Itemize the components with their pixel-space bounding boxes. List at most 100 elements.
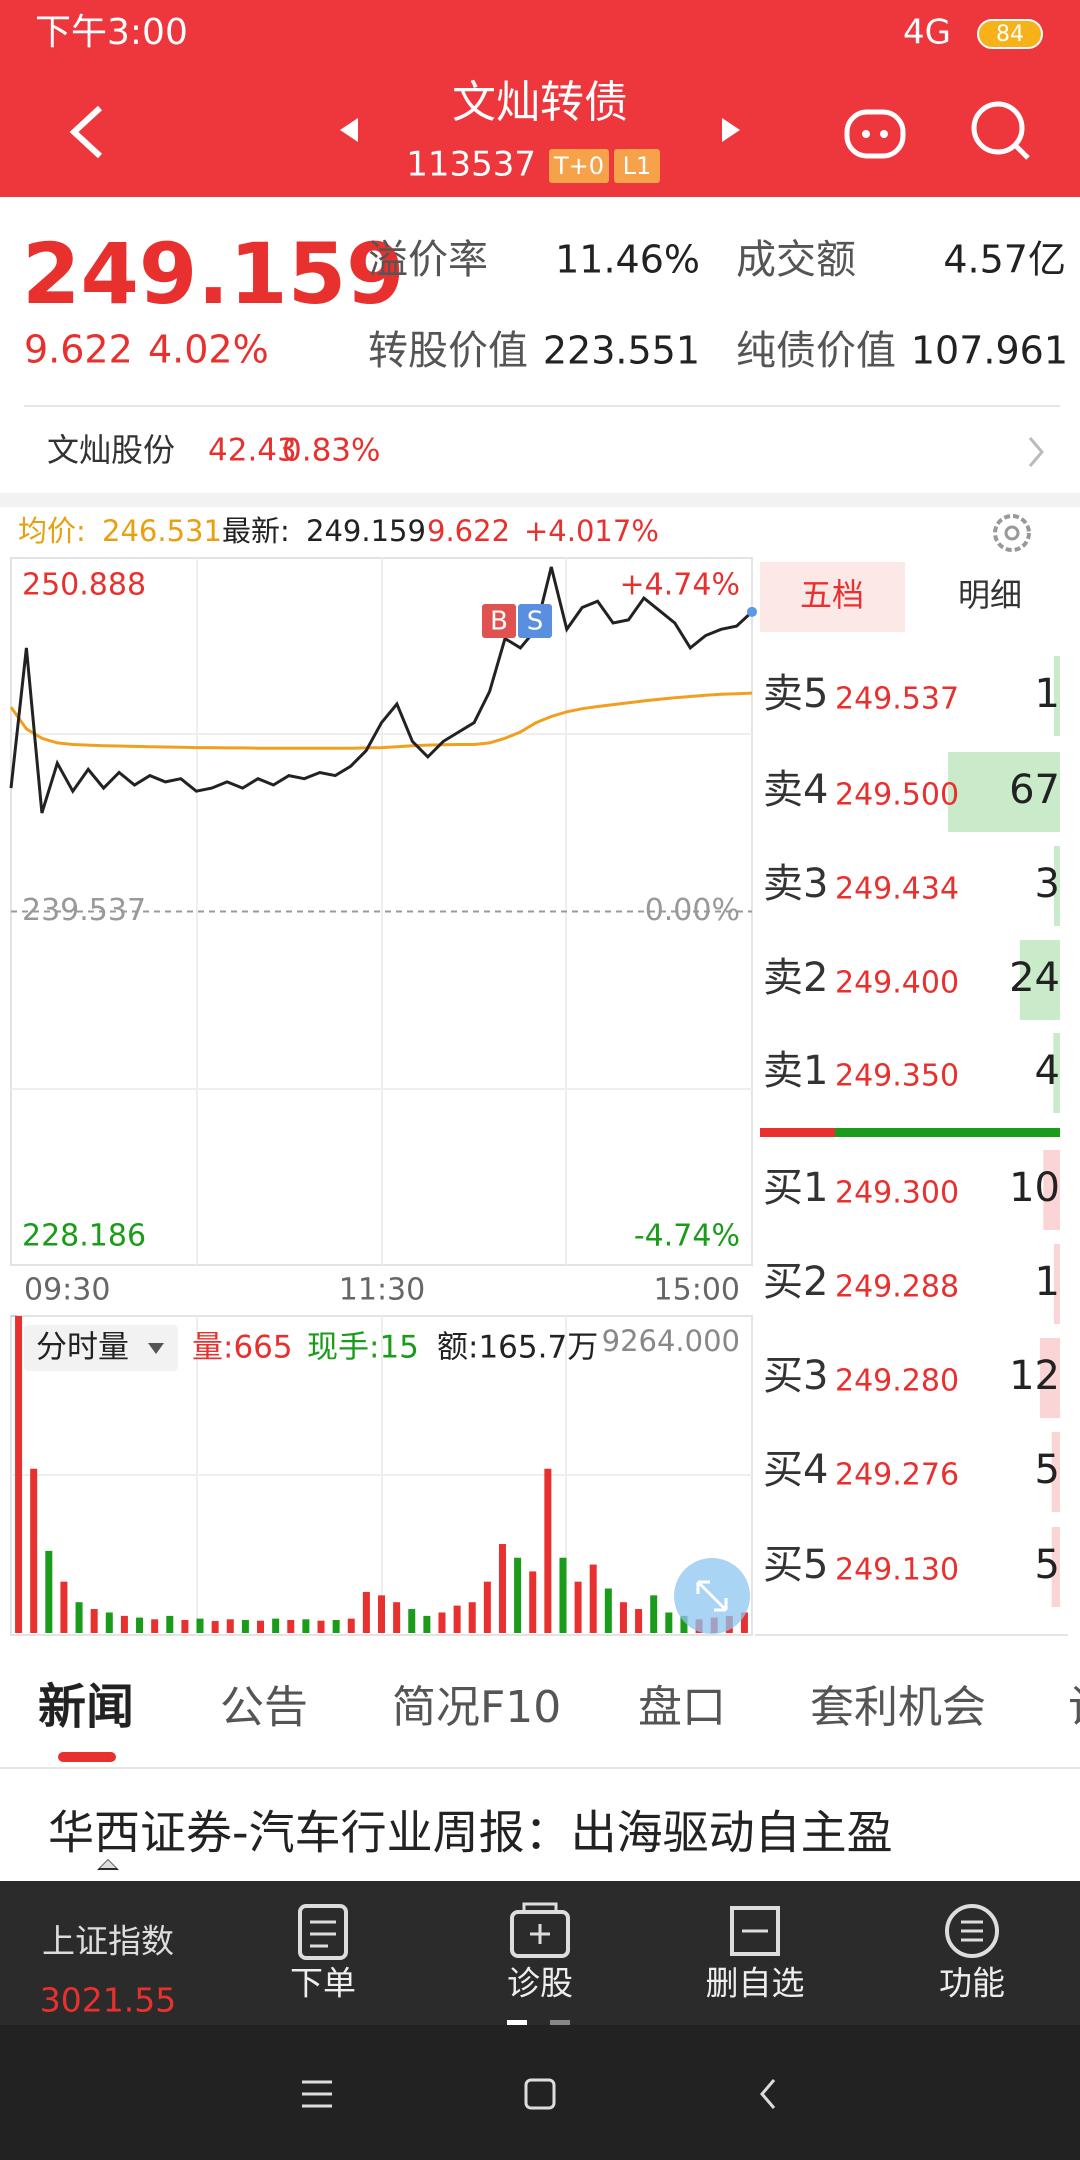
volume-bar [136, 1617, 144, 1633]
volume-bar [196, 1618, 204, 1633]
volume-bar [483, 1581, 491, 1633]
volume-bar [287, 1619, 295, 1633]
last-point [747, 606, 757, 617]
underlying-name: 文灿股份 [47, 431, 175, 469]
status-battery: 84 [996, 22, 1024, 47]
volume-bar [332, 1619, 340, 1633]
x-tick-label: 15:00 [654, 1273, 740, 1308]
book-price: 249.130 [835, 1553, 959, 1588]
volume-bar [226, 1619, 234, 1633]
volume-bar [559, 1557, 567, 1633]
volume-depth-bar [1054, 1244, 1060, 1324]
book-label: 买4 [763, 1447, 828, 1493]
system-home[interactable] [524, 2078, 556, 2110]
nav-item[interactable]: 诊股 [507, 1902, 573, 2003]
prev-button[interactable] [340, 118, 358, 142]
volume-stat: 量:665 [192, 1330, 293, 1366]
pct-label: -4.74% [634, 1219, 740, 1254]
y-tick-label: 239.537 [22, 893, 146, 928]
volume-bar [408, 1609, 416, 1633]
book-label: 买1 [763, 1165, 828, 1211]
volume-bar [438, 1612, 446, 1633]
tag-bg [549, 149, 609, 183]
nav-label: 删自选 [706, 1964, 805, 2003]
content-tab[interactable]: 公告 [220, 1682, 308, 1733]
y-tick-label: 9264.000 [602, 1324, 740, 1358]
nav-label: 功能 [939, 1964, 1005, 2003]
volume-bar [529, 1571, 537, 1633]
metric-label: 成交额 [736, 237, 856, 283]
book-label: 卖1 [763, 1048, 828, 1094]
volume-bar [665, 1612, 673, 1633]
content-tab[interactable]: 诊 [1068, 1682, 1080, 1733]
book-volume: 5 [1035, 1447, 1060, 1493]
volume-bar [680, 1615, 688, 1633]
book-price: 249.400 [835, 966, 959, 1001]
news-headline[interactable]: 华西证券-汽车行业周报：出海驱动自主盈 [48, 1806, 893, 1860]
metric-value: 11.46% [555, 238, 700, 282]
separator [0, 493, 1080, 507]
next-button[interactable] [722, 118, 740, 142]
content-tab[interactable]: 简况F10 [392, 1682, 561, 1733]
nav-item[interactable]: 删自选 [706, 1906, 805, 2003]
volume-bar [544, 1468, 552, 1633]
book-volume: 1 [1035, 1259, 1060, 1305]
book-label: 买3 [763, 1353, 828, 1399]
book-price: 249.537 [835, 682, 959, 717]
trade-marker-bg [482, 604, 516, 638]
volume-depth-bar [948, 752, 1060, 832]
nav-item[interactable]: 功能 [939, 1904, 1005, 2003]
tab-indicator [58, 1752, 116, 1762]
book-volume: 12 [1009, 1353, 1060, 1399]
underlying-change: 0.83% [282, 433, 380, 469]
ratio-bar [760, 1128, 835, 1137]
volume-depth-bar [1043, 1150, 1060, 1230]
avg-value: 246.531 [102, 514, 222, 548]
volume-bar [378, 1595, 385, 1633]
pct-label: 0.00% [645, 893, 740, 928]
volume-bar [650, 1595, 658, 1633]
expand-icon [696, 1580, 728, 1612]
metric-label: 转股价值 [368, 328, 528, 374]
system-menu[interactable] [302, 2080, 332, 2108]
book-label: 卖3 [763, 861, 828, 907]
volume-bar [105, 1612, 113, 1633]
book-tab[interactable]: 明细 [958, 576, 1022, 614]
volume-stat: 现手:15 [307, 1330, 419, 1366]
index-button[interactable]: 上证指数 3021.55 [40, 1922, 176, 2020]
underlying-row[interactable]: 文灿股份 42.43 0.83% [47, 431, 1044, 469]
latest-value: 249.159 [306, 514, 426, 548]
volume-bar [362, 1591, 370, 1633]
nav-item[interactable]: 下单 [290, 1904, 356, 2003]
underlying-price: 42.43 [208, 433, 297, 469]
metric-value: 107.961 [911, 329, 1068, 373]
book-volume: 24 [1009, 955, 1060, 1001]
book-label: 买5 [763, 1542, 828, 1588]
content-tab[interactable]: 套利机会 [810, 1682, 986, 1733]
book-price: 249.500 [835, 778, 959, 813]
volume-bar [302, 1619, 310, 1633]
status-network: 4G [903, 13, 951, 53]
volume-bar [120, 1615, 128, 1633]
back-button[interactable] [69, 105, 103, 159]
settings-button[interactable] [993, 514, 1031, 552]
book-volume: 3 [1035, 861, 1060, 907]
volume-selector[interactable]: 分时量 [24, 1325, 178, 1371]
metric-value: 4.57亿 [943, 238, 1066, 282]
tag: L1 [623, 152, 652, 180]
content-tab[interactable]: 盘口 [638, 1682, 726, 1733]
system-back[interactable] [760, 2079, 776, 2109]
robot-button[interactable] [844, 109, 906, 159]
latest-label: 最新: [222, 514, 290, 548]
content-tab[interactable]: 新闻 [38, 1679, 134, 1735]
chart-layer: 250.888 +4.74% 239.537 0.00% 228.186 -4.74% B S [9, 566, 757, 1633]
volume-bar [393, 1602, 401, 1633]
book-tab[interactable]: 五档 [800, 576, 864, 614]
volume-bar [635, 1609, 643, 1633]
volume-bar [423, 1615, 431, 1633]
volume-stat: 额:165.7万 [437, 1330, 598, 1366]
volume-bar [347, 1618, 355, 1633]
book-volume: 67 [1009, 767, 1060, 813]
x-tick-label: 09:30 [24, 1273, 110, 1308]
search-button[interactable] [971, 101, 1030, 160]
